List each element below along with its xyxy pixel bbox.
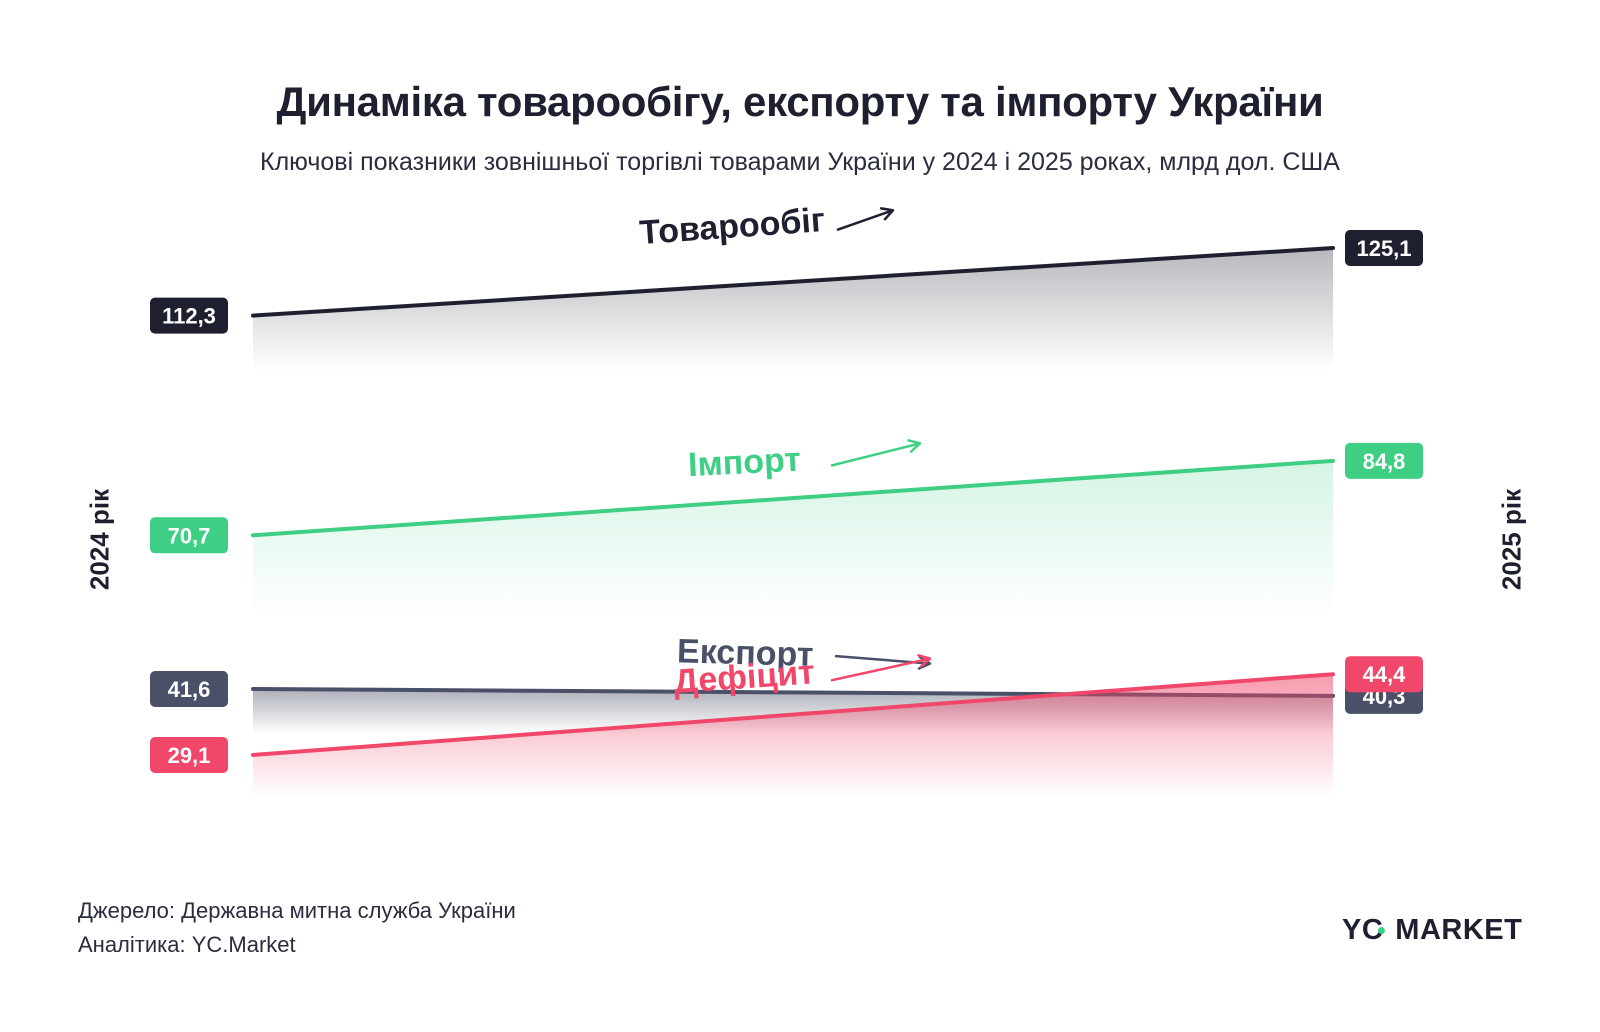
value-badge-0-1 — [1345, 230, 1423, 266]
series-area-3 — [253, 674, 1333, 797]
series-line-0 — [251, 246, 1335, 318]
trend-arrow-icon-0 — [836, 207, 895, 231]
trend-arrow-icon-3 — [830, 654, 932, 682]
series-line-1 — [251, 458, 1335, 538]
chart-subtitle: Ключові показники зовнішньої торгівлі то… — [260, 148, 1340, 176]
logo-market-text: MARKET — [1395, 913, 1523, 946]
year-label-2025: 2025 рік — [1496, 488, 1527, 591]
footer-analytics: Аналітика: YC.Market — [78, 932, 296, 957]
value-label-0-0: 112,3 — [162, 304, 216, 329]
logo-dot-icon — [1378, 926, 1386, 934]
series-line-3 — [251, 672, 1335, 757]
series-area-0 — [253, 248, 1333, 371]
value-badge-0-0 — [150, 297, 228, 334]
series-name-2: Експорт — [677, 632, 814, 674]
value-label-1-0: 70,7 — [168, 523, 211, 548]
value-badge-1-1 — [1345, 442, 1423, 479]
chart-title: Динаміка товарообігу, експорту та імпорт… — [276, 78, 1324, 125]
value-badge-1-0 — [150, 517, 228, 554]
series-name-0: Товарообіг — [638, 201, 826, 252]
logo-yc-text: YC — [1342, 913, 1384, 946]
footer-source: Джерело: Державна митна служба України — [78, 898, 516, 923]
series-name-1: Імпорт — [687, 441, 802, 485]
value-label-2-0: 41,6 — [168, 677, 211, 702]
value-label-3-1: 44,4 — [1363, 662, 1407, 687]
value-label-0-1: 125,1 — [1356, 236, 1411, 261]
value-label-3-0: 29,1 — [168, 743, 211, 768]
brand-logo: YC MARKET — [1342, 912, 1522, 948]
year-label-2024: 2024 рік — [84, 488, 115, 591]
trend-arrow-icon-1 — [830, 439, 922, 467]
value-label-1-1: 84,8 — [1363, 449, 1406, 474]
value-badge-3-1 — [1345, 656, 1423, 693]
value-badge-2-0 — [150, 670, 228, 707]
value-badge-3-0 — [150, 737, 228, 773]
series-area-1 — [253, 460, 1333, 616]
